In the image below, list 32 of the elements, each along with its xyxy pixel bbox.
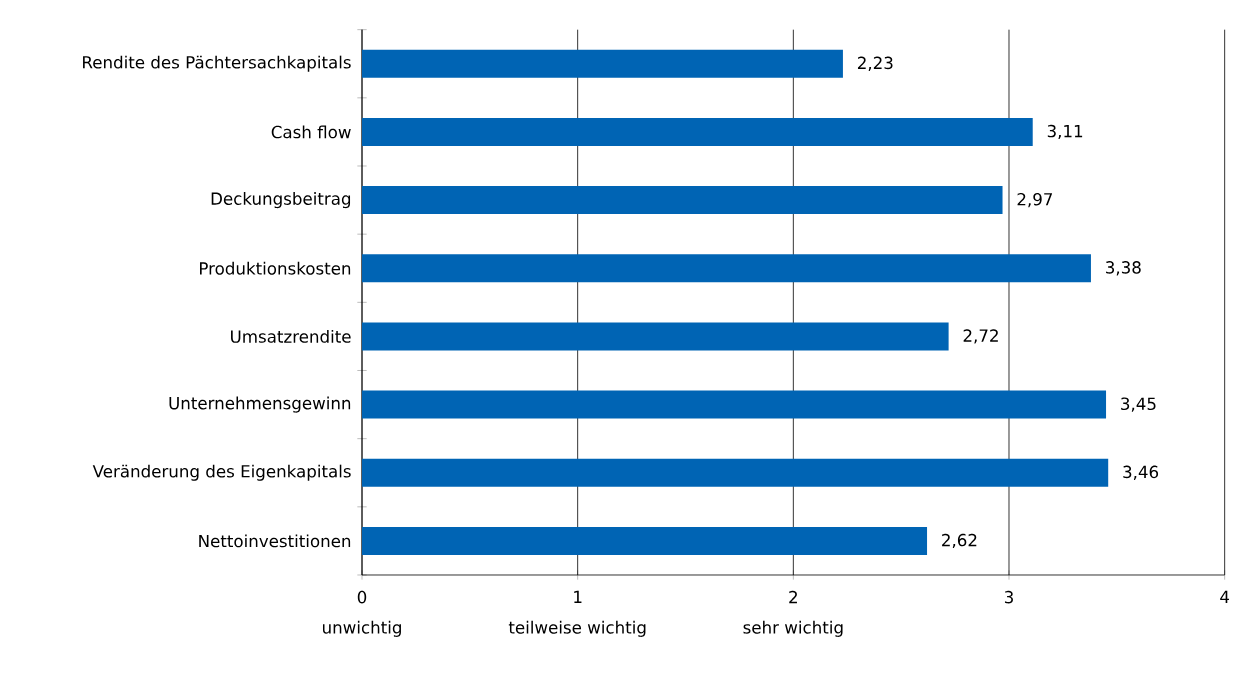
data-label: 3,45	[1121, 397, 1156, 412]
text: unwichtig	[323, 620, 401, 637]
data-label: 3,38	[1106, 261, 1141, 276]
x-tick-label: 3	[1004, 590, 1013, 604]
y-tick-label: Cash flow	[271, 125, 351, 139]
data-label: 3,46	[1123, 465, 1159, 480]
bar	[362, 526, 928, 555]
y-tick-label: Veränderung des Eigenkapitals	[92, 464, 351, 481]
data-label: 2,23	[857, 56, 893, 71]
y-tick-label: Unternehmensgewinn	[169, 396, 351, 413]
bar	[362, 186, 1003, 215]
y-tick-label: Nettoinvestitionen	[199, 534, 351, 548]
y-tick-label: Umsatzrendite	[231, 329, 351, 343]
text: teilweise wichtig	[508, 620, 646, 637]
y-tick-label: Produktionskosten	[200, 261, 351, 275]
text: sehr wichtig	[743, 620, 843, 637]
x-tick-label: 0	[357, 590, 367, 604]
bar	[362, 390, 1107, 419]
bar	[362, 117, 1033, 146]
data-label: 3,11	[1047, 124, 1083, 140]
bar	[362, 49, 843, 78]
y-tick-label: Deckungsbeitrag	[211, 192, 351, 209]
bar	[362, 322, 949, 351]
x-tick-label: 1	[574, 590, 582, 603]
bar	[362, 254, 1091, 283]
y-tick-label: Rendite des Pächtersachkapitals	[83, 55, 351, 72]
data-label: 2,62	[942, 533, 977, 549]
x-tick-label: 2	[789, 590, 797, 604]
bar	[362, 458, 1109, 487]
data-label: 2,97	[1017, 192, 1053, 208]
data-label: 2,72	[963, 329, 998, 344]
x-tick-label: 4	[1220, 590, 1230, 603]
